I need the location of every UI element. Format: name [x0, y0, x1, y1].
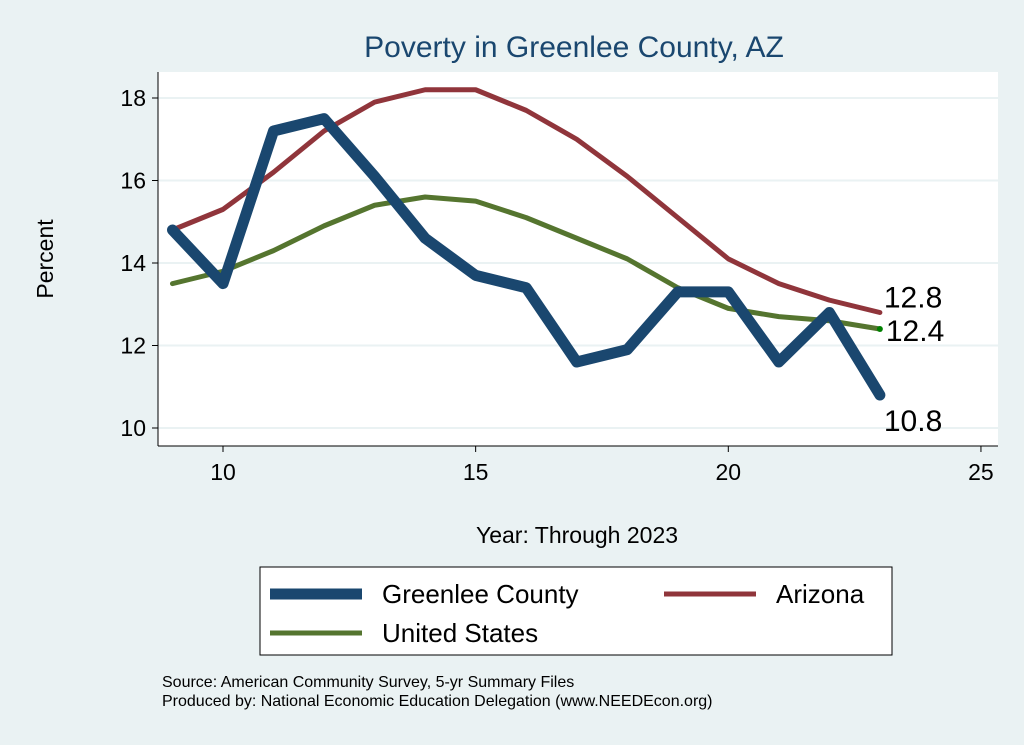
plot-region: [158, 72, 998, 446]
producer-note: Produced by: National Economic Education…: [162, 693, 713, 710]
legend: Greenlee County Arizona United States: [259, 566, 893, 656]
legend-label-greenlee: Greenlee County: [382, 579, 579, 609]
end-label-us: 12.4: [886, 315, 944, 348]
end-label-greenlee: 10.8: [884, 405, 942, 438]
x-tick-label: 20: [716, 459, 742, 485]
y-tick-label: 14: [120, 250, 146, 276]
x-tick-label: 15: [463, 459, 489, 485]
source-note: Source: American Community Survey, 5-yr …: [162, 674, 574, 691]
end-label-arizona: 12.8: [884, 282, 942, 315]
x-tick-label: 25: [968, 459, 994, 485]
x-tick-label: 10: [210, 459, 236, 485]
y-axis-label: Percent: [32, 219, 58, 299]
chart-title: Poverty in Greenlee County, AZ: [364, 31, 784, 64]
end-marker-us: [876, 326, 883, 332]
x-axis-label: Year: Through 2023: [476, 522, 678, 548]
y-tick-label: 10: [120, 415, 146, 441]
legend-label-arizona: Arizona: [776, 579, 865, 609]
legend-label-us: United States: [382, 618, 538, 648]
y-tick-label: 16: [120, 168, 146, 194]
legend-box: [259, 566, 893, 656]
y-tick-label: 18: [120, 85, 146, 111]
y-tick-label: 12: [120, 333, 146, 359]
